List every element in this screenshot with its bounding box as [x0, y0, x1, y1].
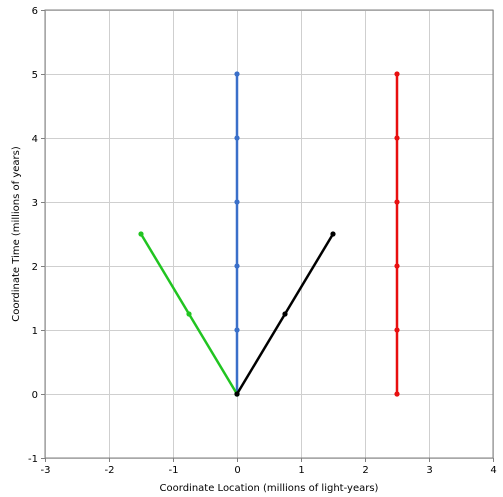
y-tick-label: 0 [32, 390, 38, 401]
data-point [234, 199, 240, 205]
data-point [282, 311, 288, 317]
data-point [330, 231, 336, 237]
x-tick-label: 2 [362, 465, 368, 476]
x-tick-label: 4 [490, 465, 496, 476]
data-point [394, 391, 400, 397]
series-2 [138, 231, 240, 397]
y-axis-title: Coordinate Time (millions of years) [11, 146, 22, 322]
y-tick-label: 4 [32, 134, 38, 145]
series-layer [138, 71, 400, 397]
data-point [394, 327, 400, 333]
data-point [394, 199, 400, 205]
plot-frame [44, 9, 494, 459]
y-tick-label: 1 [32, 326, 38, 337]
x-tick-label: 3 [426, 465, 432, 476]
y-tick-label: 2 [32, 262, 38, 273]
data-point [186, 311, 192, 317]
grid [45, 10, 494, 459]
y-tick-label: -1 [28, 454, 38, 465]
x-tick-label: -1 [169, 465, 179, 476]
y-tick-label: 3 [32, 198, 38, 209]
series-1 [394, 71, 400, 397]
data-point [234, 71, 240, 77]
data-point [138, 231, 144, 237]
y-tick-label: 5 [32, 70, 38, 81]
data-point [234, 391, 240, 397]
data-point [234, 263, 240, 269]
series-0 [234, 71, 240, 397]
data-point [234, 327, 240, 333]
data-point [394, 263, 400, 269]
x-tick-label: -2 [105, 465, 115, 476]
x-tick-label: 0 [234, 465, 240, 476]
data-point [234, 135, 240, 141]
data-point [394, 71, 400, 77]
axis-ticks: -3 -2 -1 0 1 2 3 4 -1 0 1 2 3 4 5 6 [28, 6, 497, 476]
x-tick-label: -3 [41, 465, 51, 476]
x-tick-label: 1 [298, 465, 304, 476]
x-axis-title: Coordinate Location (millions of light-y… [160, 483, 379, 494]
series-3 [234, 231, 336, 397]
y-tick-label: 6 [32, 6, 38, 17]
data-point [394, 135, 400, 141]
